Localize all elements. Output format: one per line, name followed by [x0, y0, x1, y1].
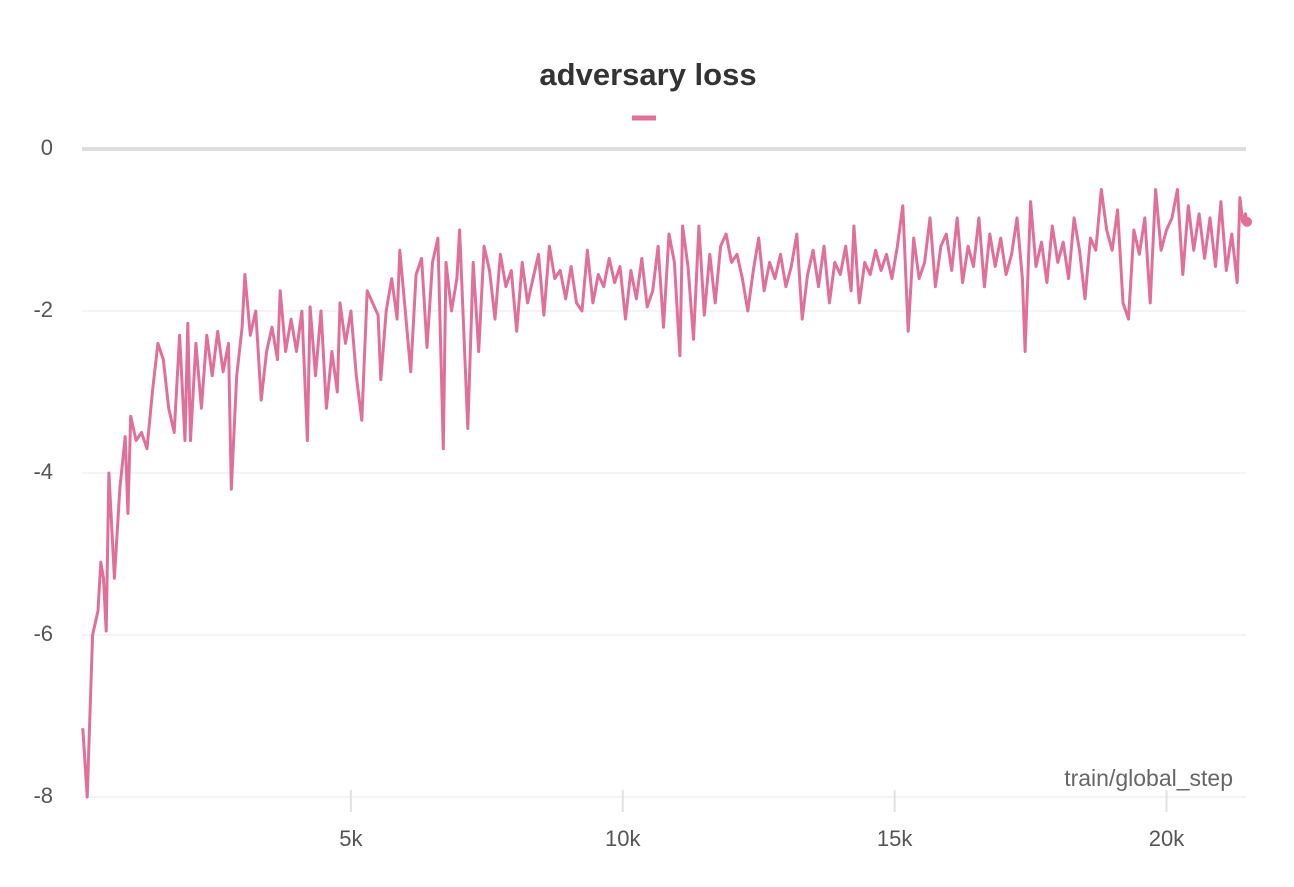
x-tick-label: 10k [605, 826, 641, 851]
x-tick-label: 5k [339, 826, 363, 851]
y-tick-label: -6 [33, 621, 53, 646]
data-line [81, 188, 1249, 799]
end-point [1242, 216, 1252, 227]
y-tick-label: -8 [33, 783, 53, 808]
x-tick-label: 20k [1149, 826, 1185, 851]
y-tick-label: -4 [33, 459, 53, 484]
x-tick-label: 15k [877, 826, 913, 851]
y-tick-label: 0 [41, 135, 53, 160]
chart-title: adversary loss [539, 57, 756, 92]
x-axis-label: train/global_step [1064, 765, 1233, 791]
y-tick-label: -2 [33, 297, 53, 322]
